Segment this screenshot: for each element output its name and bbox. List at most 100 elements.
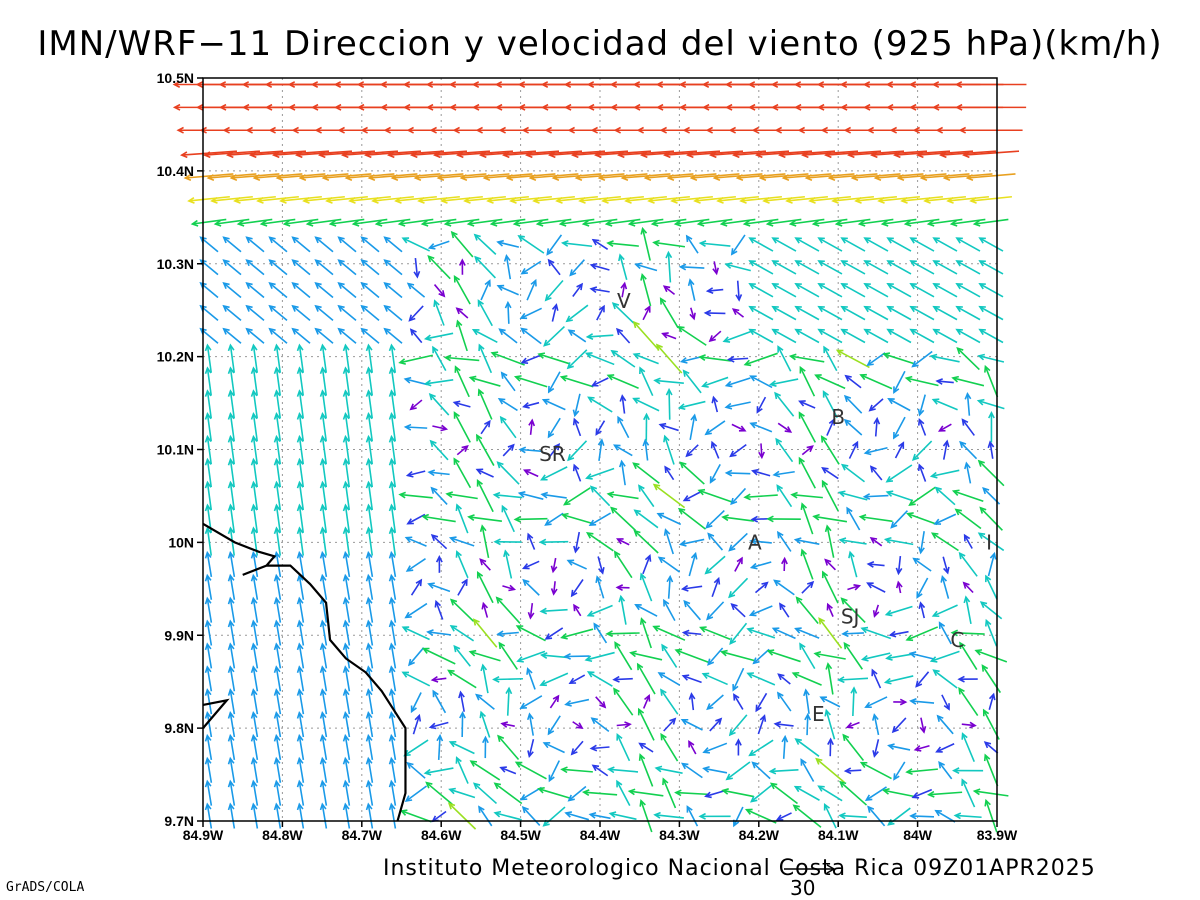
wind-vector xyxy=(480,663,489,694)
wind-vector xyxy=(252,173,303,182)
wind-vector xyxy=(664,465,675,481)
wind-vector xyxy=(773,720,794,728)
wind-vector xyxy=(496,284,519,296)
wind-vector xyxy=(268,259,288,276)
wind-vector xyxy=(371,195,414,204)
wind-vector xyxy=(659,297,679,329)
wind-vector xyxy=(547,417,561,439)
wind-vector xyxy=(642,305,651,321)
wind-vector xyxy=(634,262,658,272)
wind-vector xyxy=(857,218,894,227)
wind-vector xyxy=(519,307,543,320)
wind-vector xyxy=(388,802,397,829)
wind-vector xyxy=(821,479,839,512)
wind-vector xyxy=(383,259,403,276)
wind-vector xyxy=(839,780,868,806)
wind-vector xyxy=(707,647,724,666)
wind-vector xyxy=(403,376,428,386)
wind-vector xyxy=(388,366,397,396)
wind-vector xyxy=(321,173,372,182)
wind-vector xyxy=(227,573,236,600)
wind-vector xyxy=(785,195,828,204)
wind-vector xyxy=(959,641,978,671)
wind-vector xyxy=(204,642,213,669)
wind-vector xyxy=(912,557,932,572)
wind-vector xyxy=(204,756,213,783)
wind-vector xyxy=(236,218,273,227)
wind-vector xyxy=(845,721,860,729)
wind-vector xyxy=(245,259,265,276)
wind-vector xyxy=(388,733,397,761)
wind-vector xyxy=(572,282,584,297)
wind-vector xyxy=(961,778,976,808)
wind-vector xyxy=(883,536,914,546)
wind-vector xyxy=(535,218,572,227)
x-tick-label: 84.3W xyxy=(659,827,700,843)
wind-vector xyxy=(732,806,744,828)
wind-vector xyxy=(788,218,825,227)
wind-vector xyxy=(204,457,213,488)
wind-vector xyxy=(454,365,470,398)
wind-vector xyxy=(388,550,397,578)
wind-vector xyxy=(432,689,447,714)
wind-vector xyxy=(291,304,311,322)
wind-vector xyxy=(250,366,259,396)
wind-vector xyxy=(906,512,938,526)
wind-vector xyxy=(777,422,793,433)
wind-vector xyxy=(919,173,970,182)
wind-vector xyxy=(679,461,705,485)
wind-vector xyxy=(909,237,935,252)
wind-vector xyxy=(798,411,817,443)
wind-vector xyxy=(423,332,454,342)
wind-vector xyxy=(342,711,351,738)
wind-vector xyxy=(840,260,866,275)
wind-vector xyxy=(273,412,282,442)
wind-vector xyxy=(250,389,259,419)
wind-vector xyxy=(688,692,696,711)
wind-vector xyxy=(455,503,469,534)
wind-vector xyxy=(551,303,559,322)
wind-vector xyxy=(979,506,1003,531)
wind-vector xyxy=(895,555,903,576)
wind-vector xyxy=(539,652,568,659)
wind-vector xyxy=(863,328,889,344)
wind-vector xyxy=(273,596,282,623)
wind-vector xyxy=(612,444,633,457)
wind-vector xyxy=(522,578,540,596)
wind-vector xyxy=(873,173,924,182)
wind-vector xyxy=(619,394,627,414)
wind-vector xyxy=(657,672,681,686)
wind-vector xyxy=(640,272,652,307)
wind-vector xyxy=(903,218,940,227)
wind-vector xyxy=(911,788,933,799)
wind-vector xyxy=(428,393,450,416)
wind-vector xyxy=(427,582,451,593)
wind-vector xyxy=(977,532,1005,552)
wind-vector xyxy=(794,627,820,639)
wind-vector xyxy=(926,218,963,227)
wind-vector xyxy=(273,526,282,556)
wind-vector xyxy=(847,583,862,591)
wind-vector xyxy=(698,354,731,362)
wind-vector xyxy=(342,573,351,600)
wind-vector xyxy=(296,619,305,646)
wind-vector xyxy=(544,627,564,640)
wind-vector xyxy=(337,327,357,344)
wind-vector xyxy=(227,665,236,692)
wind-vector xyxy=(940,574,950,599)
wind-vector xyxy=(825,662,834,695)
wind-vector xyxy=(503,254,512,280)
wind-vector xyxy=(824,524,835,558)
wind-vector xyxy=(436,733,444,760)
wind-vector xyxy=(743,493,778,501)
wind-vector xyxy=(499,415,517,439)
wind-vector xyxy=(560,766,593,774)
wind-vector xyxy=(342,457,351,488)
wind-vector xyxy=(204,596,213,623)
wind-vector xyxy=(527,712,535,736)
wind-vector xyxy=(319,389,328,419)
wind-vector xyxy=(430,675,447,683)
wind-vector xyxy=(941,694,950,711)
wind-vector xyxy=(653,811,684,819)
wind-vector xyxy=(430,486,448,505)
